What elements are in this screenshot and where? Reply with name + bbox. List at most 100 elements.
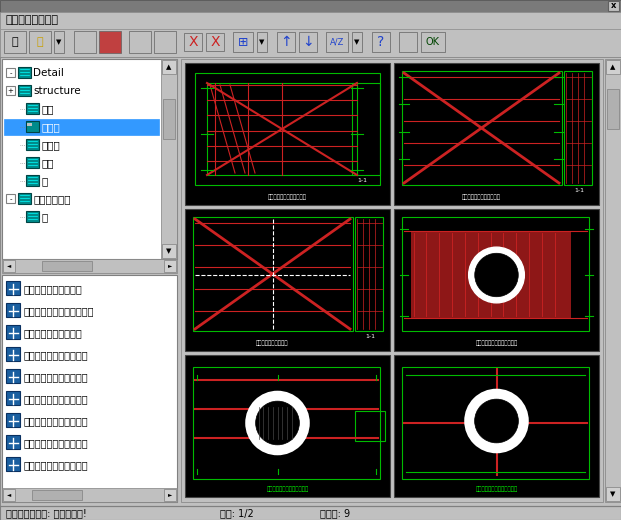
- Bar: [6, 68, 15, 77]
- Text: 构造边缘构件: 构造边缘构件: [33, 194, 71, 204]
- Text: ▲: ▲: [166, 64, 171, 70]
- Bar: [606, 60, 620, 74]
- Bar: [185, 209, 390, 351]
- Bar: [18, 193, 31, 204]
- Bar: [26, 121, 39, 132]
- Bar: [164, 489, 176, 501]
- Bar: [193, 217, 353, 331]
- Bar: [6, 369, 20, 383]
- Bar: [394, 209, 599, 351]
- Circle shape: [474, 253, 519, 297]
- Bar: [26, 139, 39, 150]
- Bar: [0, 506, 621, 520]
- Bar: [233, 32, 253, 52]
- Text: 剪力墙: 剪力墙: [41, 122, 60, 132]
- Bar: [32, 490, 82, 500]
- Bar: [355, 217, 383, 331]
- Bar: [74, 31, 96, 53]
- Bar: [6, 347, 20, 361]
- Text: ↑: ↑: [280, 35, 292, 49]
- Bar: [2, 259, 177, 273]
- Bar: [605, 59, 621, 502]
- Bar: [421, 32, 445, 52]
- Bar: [154, 31, 176, 53]
- Bar: [27, 123, 32, 126]
- Text: 连梁交叉斜筋配筋构造详图: 连梁交叉斜筋配筋构造详图: [268, 194, 307, 200]
- Text: 其他: 其他: [41, 104, 53, 114]
- Bar: [195, 73, 380, 185]
- Text: 连梁集中对角斜筋配筋构造: 连梁集中对角斜筋配筋构造: [24, 306, 94, 316]
- Bar: [6, 194, 15, 203]
- Bar: [606, 487, 620, 501]
- Bar: [6, 303, 20, 317]
- Text: structure: structure: [33, 86, 81, 96]
- Text: ▼: ▼: [260, 39, 265, 45]
- Bar: [355, 411, 385, 441]
- Bar: [181, 59, 603, 502]
- Bar: [608, 1, 619, 11]
- Text: 🏠: 🏠: [12, 37, 18, 47]
- Text: 当前选中记录号: 无选中图块!: 当前选中记录号: 无选中图块!: [6, 508, 87, 518]
- Text: 连梁中部圆形洞口补强筋构造: 连梁中部圆形洞口补强筋构造: [475, 340, 518, 346]
- Bar: [6, 281, 20, 295]
- Bar: [42, 261, 92, 271]
- Text: 🌐: 🌐: [37, 37, 43, 47]
- Circle shape: [256, 401, 299, 445]
- Text: 连梁集中对角斜筋配筋构造: 连梁集中对角斜筋配筋构造: [462, 194, 501, 200]
- Bar: [2, 488, 177, 502]
- Bar: [6, 413, 20, 427]
- Text: ▼: ▼: [57, 39, 61, 45]
- Bar: [185, 63, 390, 205]
- Bar: [6, 325, 20, 339]
- Text: 剪力墙开圆形洞补强钢筋: 剪力墙开圆形洞补强钢筋: [24, 372, 89, 382]
- Bar: [163, 99, 175, 139]
- Text: ▼: ▼: [610, 491, 615, 497]
- Text: x: x: [611, 2, 616, 10]
- Bar: [352, 83, 380, 175]
- Bar: [193, 367, 380, 479]
- Bar: [207, 83, 357, 175]
- Text: A/Z: A/Z: [330, 37, 344, 46]
- Bar: [29, 31, 51, 53]
- Bar: [162, 60, 176, 74]
- Text: 页号: 1/2: 页号: 1/2: [220, 508, 254, 518]
- Bar: [394, 63, 599, 205]
- Text: 1-1: 1-1: [365, 333, 375, 339]
- Text: 1-1: 1-1: [574, 188, 584, 192]
- Text: -: -: [9, 196, 12, 202]
- Text: 1-1: 1-1: [357, 177, 367, 183]
- Text: Detail: Detail: [33, 68, 64, 78]
- Bar: [26, 103, 39, 114]
- Bar: [26, 211, 39, 222]
- Bar: [54, 31, 64, 53]
- Bar: [0, 12, 621, 29]
- Text: X: X: [188, 35, 197, 49]
- Bar: [162, 244, 176, 258]
- Text: OK: OK: [426, 37, 440, 47]
- Bar: [161, 59, 177, 259]
- Bar: [564, 71, 592, 185]
- Bar: [6, 457, 20, 471]
- Bar: [164, 260, 176, 272]
- Bar: [326, 32, 348, 52]
- Text: 剪力墙开圆形洞补强钢筋: 剪力墙开圆形洞补强钢筋: [24, 416, 89, 426]
- Text: 总记录: 9: 总记录: 9: [320, 508, 350, 518]
- Bar: [18, 67, 31, 78]
- Text: X: X: [211, 35, 220, 49]
- Bar: [257, 32, 267, 52]
- Bar: [3, 489, 15, 501]
- Text: 柱: 柱: [41, 212, 47, 222]
- Bar: [411, 231, 571, 318]
- Bar: [4, 119, 159, 135]
- Text: ?: ?: [378, 35, 384, 49]
- Text: ▲: ▲: [610, 64, 615, 70]
- Bar: [2, 59, 177, 259]
- Text: 天正图库管理系统: 天正图库管理系统: [6, 16, 59, 25]
- Circle shape: [247, 392, 309, 454]
- Text: ►: ►: [168, 264, 172, 268]
- Text: 板: 板: [41, 176, 47, 186]
- Bar: [399, 32, 417, 52]
- Text: +: +: [7, 88, 14, 94]
- Text: 剪力墙开矩形洞补强钢筋: 剪力墙开矩形洞补强钢筋: [24, 460, 89, 470]
- Text: 连梁对角暗撑配筋构造: 连梁对角暗撑配筋构造: [256, 340, 289, 346]
